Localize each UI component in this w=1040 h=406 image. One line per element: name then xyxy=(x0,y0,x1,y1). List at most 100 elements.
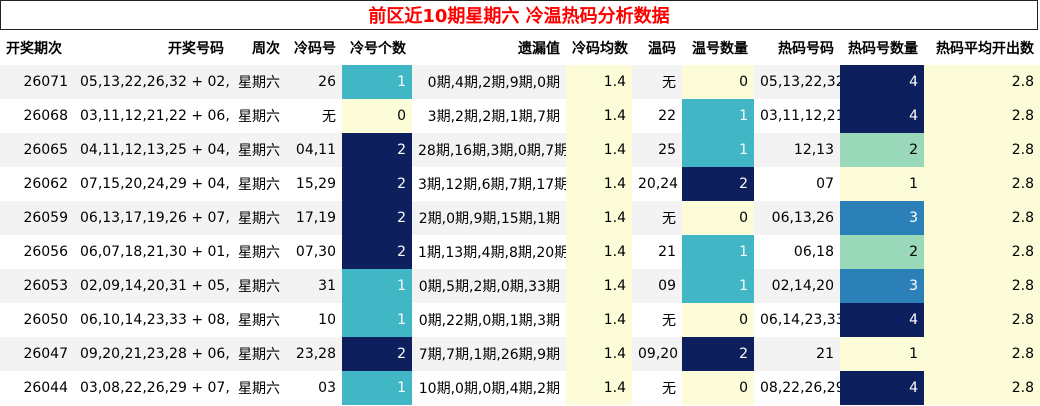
cold-avg-cell: 1.4 xyxy=(566,371,632,405)
cold-codes-cell: 无 xyxy=(286,99,342,133)
warm-count-cell: 0 xyxy=(682,303,754,337)
numbers-cell: 07,15,20,24,29 + 04,10 xyxy=(74,167,230,201)
cold-codes-cell: 31 xyxy=(286,269,342,303)
header-cold-avg[interactable]: 冷码均数 xyxy=(566,30,632,65)
cold-codes-cell: 23,28 xyxy=(286,337,342,371)
header-cold-count[interactable]: 冷号个数 xyxy=(342,30,412,65)
header-hot-count[interactable]: 热码号数量 xyxy=(840,30,924,65)
numbers-cell: 04,11,12,13,25 + 04,08 xyxy=(74,133,230,167)
header-issue[interactable]: 开奖期次 xyxy=(0,30,74,65)
numbers-cell: 05,13,22,26,32 + 02,03 xyxy=(74,65,230,99)
weekday-cell: 星期六 xyxy=(230,371,286,405)
cold-count-cell: 2 xyxy=(342,337,412,371)
numbers-cell: 03,08,22,26,29 + 07,10 xyxy=(74,371,230,405)
warm-count-cell: 1 xyxy=(682,269,754,303)
weekday-cell: 星期六 xyxy=(230,337,286,371)
issue-cell: 26059 xyxy=(0,201,74,235)
cold-codes-cell: 17,19 xyxy=(286,201,342,235)
analysis-table: 开奖期次 开奖号码 周次 冷码号 冷号个数 遗漏值 冷码均数 温码 温号数量 热… xyxy=(0,30,1040,405)
miss-cell: 0期,22期,0期,1期,3期 xyxy=(412,303,566,337)
cold-avg-cell: 1.4 xyxy=(566,99,632,133)
weekday-cell: 星期六 xyxy=(230,133,286,167)
weekday-cell: 星期六 xyxy=(230,99,286,133)
cold-count-cell: 2 xyxy=(342,133,412,167)
warm-codes-cell: 09 xyxy=(632,269,682,303)
warm-codes-cell: 21 xyxy=(632,235,682,269)
hot-codes-cell: 03,11,12,21 xyxy=(754,99,840,133)
weekday-cell: 星期六 xyxy=(230,269,286,303)
cold-avg-cell: 1.4 xyxy=(566,167,632,201)
header-numbers[interactable]: 开奖号码 xyxy=(74,30,230,65)
miss-cell: 3期,2期,2期,1期,7期 xyxy=(412,99,566,133)
warm-codes-cell: 无 xyxy=(632,201,682,235)
header-row: 开奖期次 开奖号码 周次 冷码号 冷号个数 遗漏值 冷码均数 温码 温号数量 热… xyxy=(0,30,1040,65)
hot-count-cell: 1 xyxy=(840,167,924,201)
hot-codes-cell: 06,14,23,33 xyxy=(754,303,840,337)
issue-cell: 26044 xyxy=(0,371,74,405)
warm-count-cell: 1 xyxy=(682,99,754,133)
issue-cell: 26050 xyxy=(0,303,74,337)
warm-count-cell: 2 xyxy=(682,167,754,201)
issue-cell: 26047 xyxy=(0,337,74,371)
cold-codes-cell: 10 xyxy=(286,303,342,337)
numbers-cell: 06,13,17,19,26 + 07,08 xyxy=(74,201,230,235)
cold-avg-cell: 1.4 xyxy=(566,235,632,269)
miss-cell: 3期,12期,6期,7期,17期 xyxy=(412,167,566,201)
weekday-cell: 星期六 xyxy=(230,201,286,235)
weekday-cell: 星期六 xyxy=(230,167,286,201)
hot-codes-cell: 02,14,20 xyxy=(754,269,840,303)
weekday-cell: 星期六 xyxy=(230,303,286,337)
miss-cell: 7期,7期,1期,26期,9期 xyxy=(412,337,566,371)
header-warm-count[interactable]: 温号数量 xyxy=(682,30,754,65)
hot-count-cell: 2 xyxy=(840,133,924,167)
header-cold-codes[interactable]: 冷码号 xyxy=(286,30,342,65)
hot-count-cell: 4 xyxy=(840,65,924,99)
hot-avg-cell: 2.8 xyxy=(924,269,1040,303)
cold-avg-cell: 1.4 xyxy=(566,269,632,303)
issue-cell: 26068 xyxy=(0,99,74,133)
cold-avg-cell: 1.4 xyxy=(566,337,632,371)
miss-cell: 2期,0期,9期,15期,1期 xyxy=(412,201,566,235)
miss-cell: 1期,13期,4期,8期,20期 xyxy=(412,235,566,269)
hot-avg-cell: 2.8 xyxy=(924,99,1040,133)
hot-count-cell: 4 xyxy=(840,371,924,405)
numbers-cell: 03,11,12,21,22 + 06,10 xyxy=(74,99,230,133)
cold-count-cell: 2 xyxy=(342,167,412,201)
hot-count-cell: 4 xyxy=(840,303,924,337)
hot-avg-cell: 2.8 xyxy=(924,371,1040,405)
warm-codes-cell: 无 xyxy=(632,371,682,405)
header-weekday[interactable]: 周次 xyxy=(230,30,286,65)
header-miss[interactable]: 遗漏值 xyxy=(412,30,566,65)
cold-avg-cell: 1.4 xyxy=(566,65,632,99)
warm-count-cell: 2 xyxy=(682,337,754,371)
hot-codes-cell: 06,13,26 xyxy=(754,201,840,235)
miss-cell: 28期,16期,3期,0期,7期 xyxy=(412,133,566,167)
warm-codes-cell: 无 xyxy=(632,65,682,99)
cold-codes-cell: 03 xyxy=(286,371,342,405)
cold-codes-cell: 15,29 xyxy=(286,167,342,201)
hot-avg-cell: 2.8 xyxy=(924,201,1040,235)
warm-codes-cell: 22 xyxy=(632,99,682,133)
header-hot-codes[interactable]: 热码号码 xyxy=(754,30,840,65)
warm-codes-cell: 09,20 xyxy=(632,337,682,371)
weekday-cell: 星期六 xyxy=(230,235,286,269)
warm-count-cell: 0 xyxy=(682,371,754,405)
miss-cell: 0期,4期,2期,9期,0期 xyxy=(412,65,566,99)
header-hot-avg[interactable]: 热码平均开出数 xyxy=(924,30,1040,65)
cold-avg-cell: 1.4 xyxy=(566,201,632,235)
miss-cell: 0期,5期,2期,0期,33期 xyxy=(412,269,566,303)
numbers-cell: 06,10,14,23,33 + 08,10 xyxy=(74,303,230,337)
header-warm-codes[interactable]: 温码 xyxy=(632,30,682,65)
cold-count-cell: 1 xyxy=(342,65,412,99)
cold-codes-cell: 07,30 xyxy=(286,235,342,269)
numbers-cell: 06,07,18,21,30 + 01,05 xyxy=(74,235,230,269)
miss-cell: 10期,0期,0期,4期,2期 xyxy=(412,371,566,405)
